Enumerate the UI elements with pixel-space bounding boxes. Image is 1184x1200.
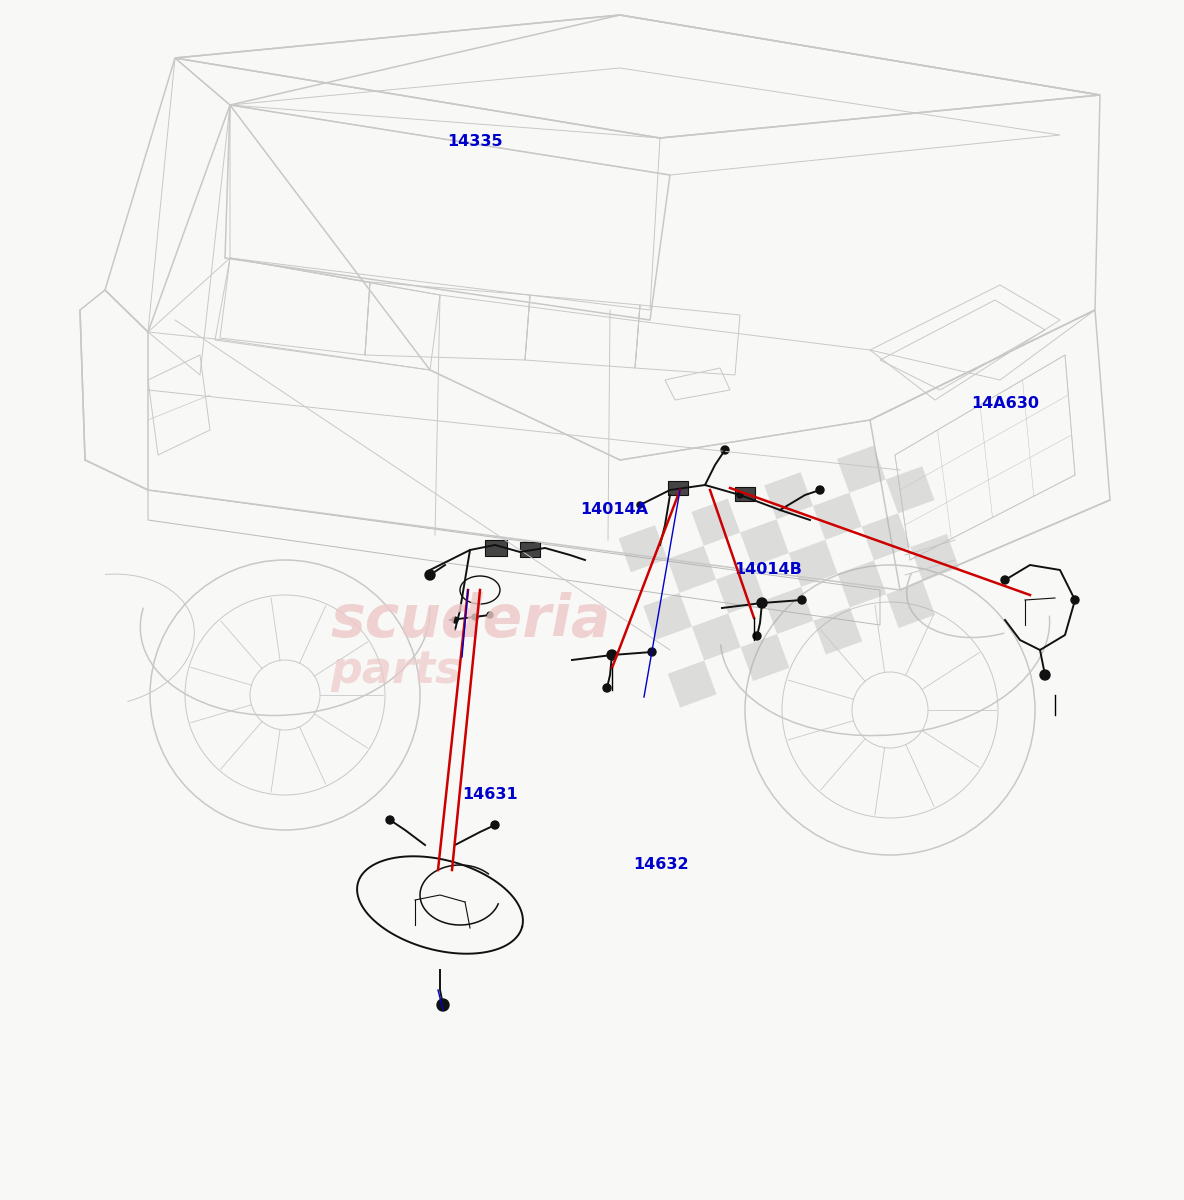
Polygon shape [765,587,813,634]
Polygon shape [716,566,765,613]
Circle shape [386,816,394,824]
Text: 14335: 14335 [448,134,503,150]
Bar [668,481,688,494]
Circle shape [1072,596,1079,604]
Polygon shape [668,546,716,593]
Polygon shape [764,472,813,520]
Text: 14014B: 14014B [734,562,802,577]
Text: parts: parts [330,648,462,691]
Polygon shape [789,540,837,587]
Polygon shape [618,526,668,572]
Polygon shape [813,607,862,654]
Circle shape [437,998,449,1010]
Polygon shape [887,581,935,628]
Circle shape [425,570,435,580]
Polygon shape [813,493,862,540]
Circle shape [721,446,729,454]
Bar [735,487,755,502]
Bar [485,540,507,556]
Circle shape [637,502,643,508]
Polygon shape [862,514,910,560]
Circle shape [607,650,617,660]
Circle shape [491,821,498,829]
Circle shape [472,614,478,620]
Circle shape [648,648,656,656]
Polygon shape [837,445,886,493]
Circle shape [798,596,806,604]
Polygon shape [668,660,716,708]
Polygon shape [910,534,959,581]
Circle shape [603,684,611,692]
Text: 14632: 14632 [633,857,689,871]
Text: 14A630: 14A630 [971,396,1038,410]
Polygon shape [691,613,741,660]
Polygon shape [886,467,934,514]
Polygon shape [837,560,887,607]
Circle shape [452,617,458,623]
Circle shape [487,612,493,618]
Polygon shape [741,634,790,682]
Text: scuderia: scuderia [330,592,611,648]
Circle shape [816,486,824,494]
Polygon shape [691,499,740,546]
Polygon shape [740,520,789,566]
Text: 14631: 14631 [462,787,517,803]
Circle shape [736,492,744,498]
Circle shape [1000,576,1009,584]
Polygon shape [643,593,691,640]
Circle shape [757,598,767,608]
Text: 14014A: 14014A [580,502,648,516]
Circle shape [1040,670,1050,680]
Bar [520,542,540,557]
Circle shape [753,632,761,640]
